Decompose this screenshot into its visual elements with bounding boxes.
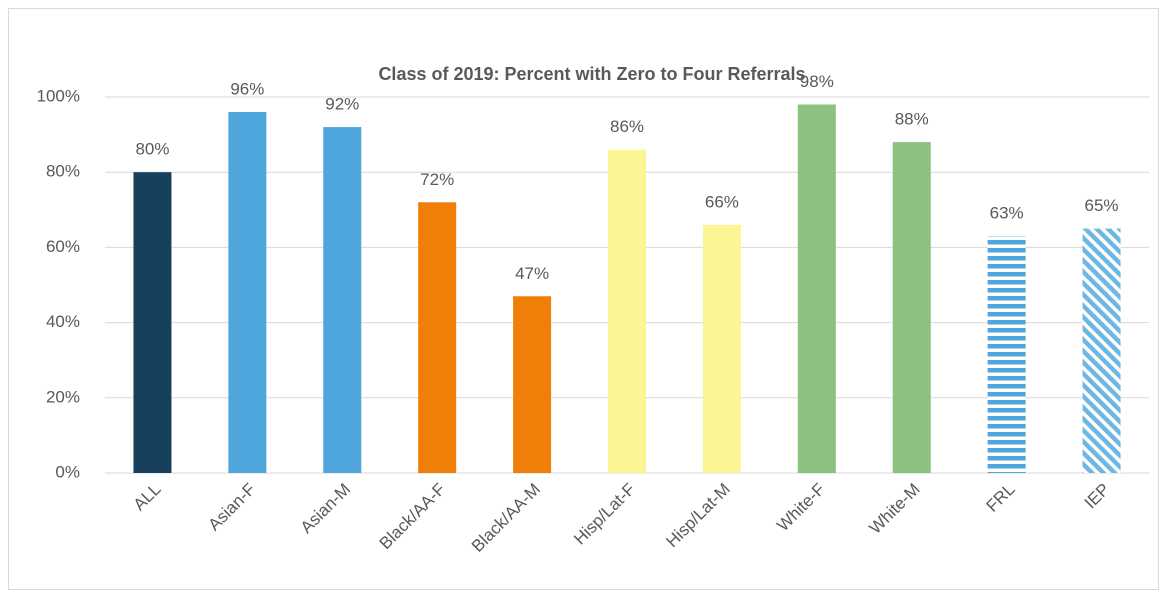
bar	[418, 202, 457, 473]
y-tick-label: 0%	[55, 462, 80, 481]
y-tick-label: 100%	[37, 86, 80, 105]
y-tick-label: 60%	[46, 237, 80, 256]
data-label: 65%	[1085, 196, 1119, 215]
chart-border	[8, 8, 1159, 590]
bar	[513, 296, 552, 473]
bar	[1082, 228, 1121, 473]
bar	[892, 142, 931, 473]
data-label: 80%	[135, 140, 169, 159]
data-label: 98%	[800, 72, 834, 91]
data-label: 47%	[515, 264, 549, 283]
bar	[702, 224, 741, 473]
y-tick-label: 20%	[46, 387, 80, 406]
data-label: 72%	[420, 170, 454, 189]
data-label: 92%	[325, 95, 359, 114]
bar	[228, 112, 267, 473]
data-label: 96%	[230, 80, 264, 99]
data-label: 88%	[895, 110, 929, 129]
bar	[797, 104, 836, 474]
data-label: 66%	[705, 192, 739, 211]
chart-title: Class of 2019: Percent with Zero to Four…	[378, 64, 805, 84]
y-tick-label: 80%	[46, 162, 80, 181]
bar	[323, 127, 362, 473]
bar	[608, 149, 646, 473]
y-tick-label: 40%	[46, 312, 80, 331]
data-label: 86%	[610, 117, 644, 136]
bar	[987, 236, 1026, 473]
bar	[133, 172, 172, 473]
data-label: 63%	[990, 204, 1024, 223]
